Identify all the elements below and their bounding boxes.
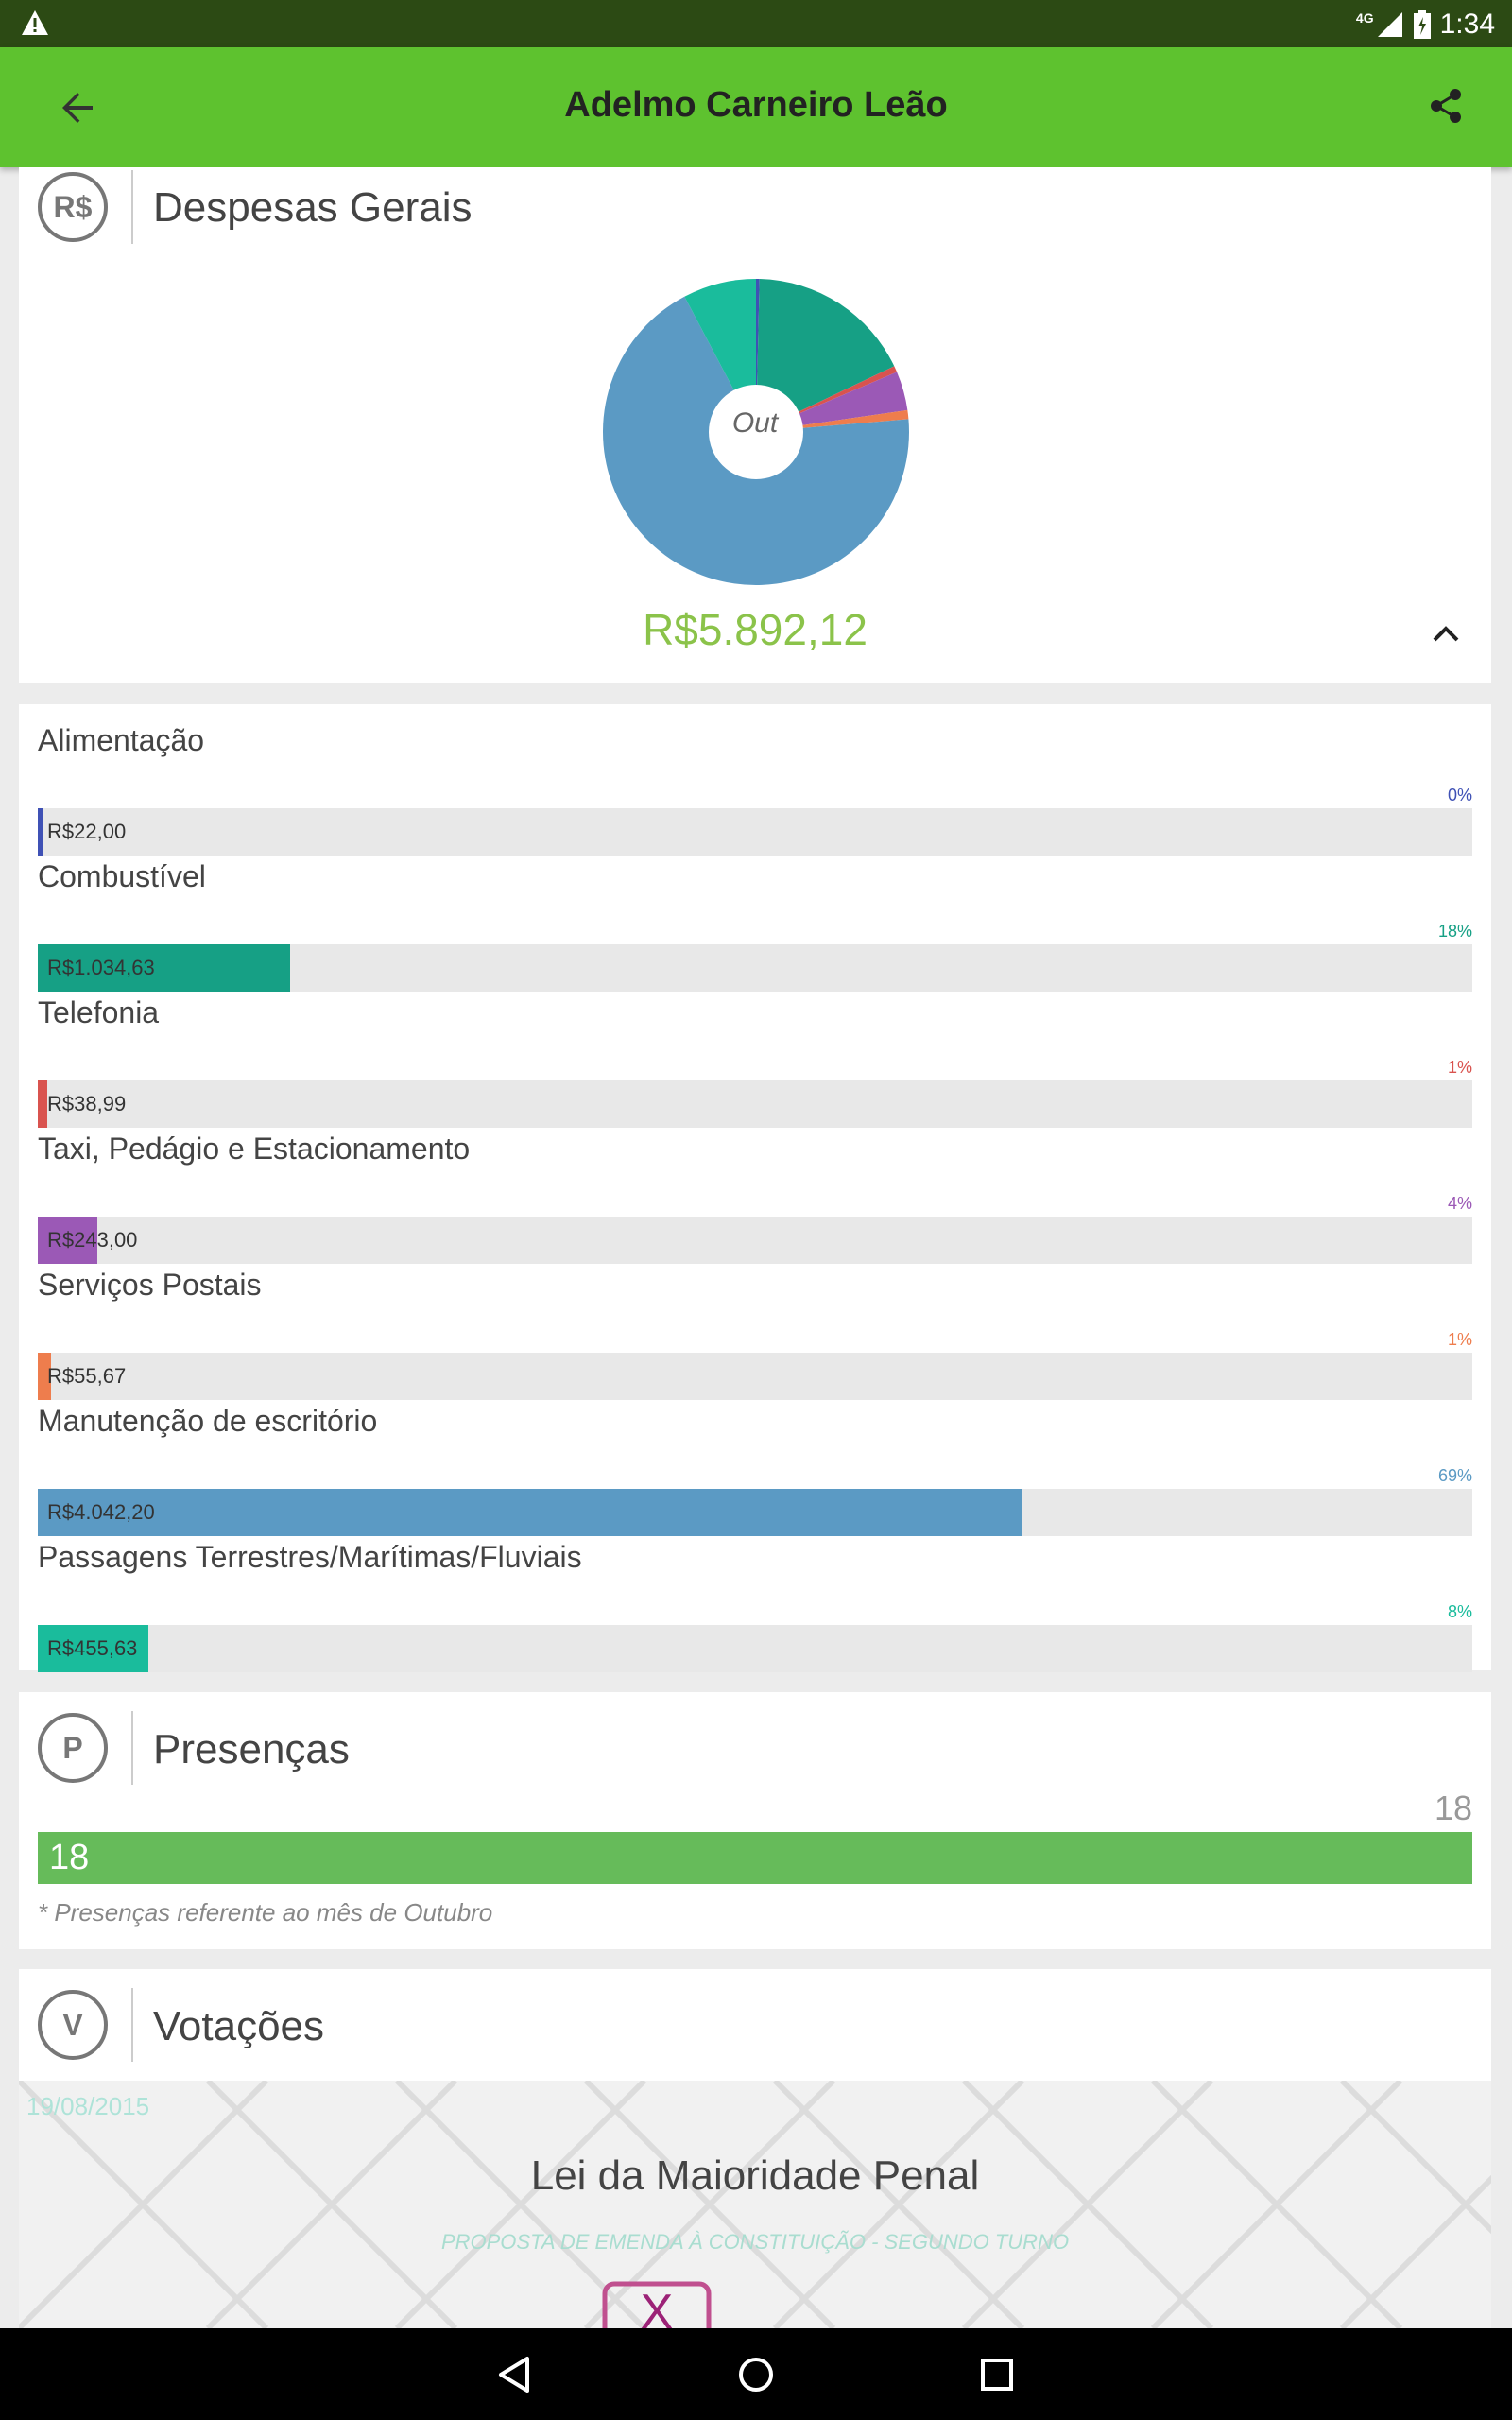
- despesas-title: Despesas Gerais: [153, 184, 472, 231]
- header-divider: [131, 1711, 133, 1785]
- category-value: R$38,99: [47, 1092, 127, 1115]
- system-nav-bar: [0, 2328, 1512, 2420]
- presencas-note: * Presenças referente ao mês de Outubro: [38, 1898, 493, 1927]
- vote-item-title: Lei da Maioridade Penal: [530, 2152, 980, 2199]
- app-bar: Adelmo Carneiro Leão: [0, 47, 1512, 167]
- category-label: Combustível: [38, 859, 206, 893]
- category-percent: 8%: [1447, 1602, 1472, 1621]
- recents-nav-icon[interactable]: [975, 2353, 1019, 2396]
- clock: 1:34: [1439, 9, 1495, 40]
- svg-text:X: X: [641, 2285, 674, 2328]
- fence-pattern-image: X: [19, 2081, 1491, 2328]
- category-value: R$1.034,63: [47, 956, 155, 979]
- category-percent: 1%: [1447, 1330, 1472, 1349]
- votacoes-card: V Votações X 19/08/2015 Lei da Maioridad…: [19, 1969, 1491, 2328]
- pie-hole: [709, 385, 803, 479]
- presencas-count: 18: [1434, 1789, 1472, 1827]
- category-bar: R$1.034,63: [38, 944, 1472, 992]
- page-title: Adelmo Carneiro Leão: [564, 85, 948, 125]
- header-divider: [131, 170, 133, 244]
- category-percent: 0%: [1447, 786, 1472, 804]
- votacoes-title: Votações: [153, 2003, 325, 2049]
- pie-slice: [756, 279, 895, 432]
- category-bar-fill: [38, 1625, 149, 1672]
- category-bar: R$243,00: [38, 1217, 1472, 1264]
- chevron-up-icon[interactable]: [1429, 619, 1463, 648]
- category-percent: 69%: [1437, 1466, 1472, 1485]
- category-bar-fill: [38, 1080, 48, 1128]
- despesas-card: R$ Despesas Gerais Out R$5.892,12: [19, 167, 1491, 683]
- category-bar: R$38,99: [38, 1080, 1472, 1128]
- back-arrow-icon[interactable]: [55, 85, 100, 130]
- vote-item-background[interactable]: X: [19, 2081, 1491, 2328]
- category-percent: 18%: [1437, 922, 1472, 941]
- category-bar: R$455,63: [38, 1625, 1472, 1672]
- category-bar-fill: [38, 1217, 97, 1264]
- category-value: R$455,63: [47, 1636, 138, 1660]
- header-divider: [131, 1988, 133, 2062]
- vote-icon: V: [38, 1990, 108, 2060]
- presencas-card: P Presenças 18 18 * Presenças referente …: [19, 1692, 1491, 1949]
- category-bar: R$22,00: [38, 808, 1472, 856]
- category-value: R$22,00: [47, 820, 127, 843]
- category-bar-fill: [38, 1489, 1022, 1536]
- category-label: Alimentação: [38, 723, 205, 757]
- category-label: Passagens Terrestres/Marítimas/Fluviais: [38, 1540, 582, 1574]
- category-percent: 1%: [1447, 1058, 1472, 1077]
- expense-pie-chart: Out: [600, 276, 912, 588]
- currency-icon: R$: [38, 172, 108, 242]
- category-label: Manutenção de escritório: [38, 1404, 378, 1438]
- category-label: Telefonia: [38, 995, 160, 1029]
- signal-icon: [1377, 12, 1402, 37]
- category-percent: 4%: [1447, 1194, 1472, 1213]
- category-bar-fill: [38, 808, 43, 856]
- presence-icon: P: [38, 1713, 108, 1783]
- presencas-bar: 18: [38, 1832, 1472, 1884]
- share-icon[interactable]: [1427, 87, 1465, 125]
- expense-breakdown-card: Alimentação 0% R$22,00 Combustível 18% R$1.03…: [19, 704, 1491, 1672]
- home-nav-icon[interactable]: [734, 2353, 778, 2396]
- category-value: R$55,67: [47, 1364, 127, 1388]
- battery-icon: [1413, 10, 1431, 39]
- presencas-bar-value: 18: [49, 1838, 90, 1877]
- pie-center-label: Out: [731, 407, 779, 439]
- category-bar: R$55,67: [38, 1353, 1472, 1400]
- category-value: R$4.042,20: [47, 1500, 155, 1524]
- network-type: 4G: [1355, 10, 1374, 26]
- vote-item-subtitle: PROPOSTA DE EMENDA À CONSTITUIÇÃO - SEGU…: [440, 2230, 1070, 2254]
- category-label: Serviços Postais: [38, 1268, 262, 1302]
- back-nav-icon[interactable]: [493, 2353, 537, 2396]
- vote-date: 19/08/2015: [26, 2092, 150, 2120]
- category-label: Taxi, Pedágio e Estacionamento: [38, 1132, 471, 1166]
- warning-icon: [22, 10, 48, 35]
- category-bar-fill: [38, 944, 290, 992]
- category-bar: R$4.042,20: [38, 1489, 1472, 1536]
- category-bar-fill: [38, 1353, 52, 1400]
- presencas-title: Presenças: [153, 1726, 350, 1772]
- total-expenses: R$5.892,12: [643, 605, 868, 654]
- category-value: R$243,00: [47, 1228, 138, 1252]
- status-bar: 4G 1:34: [0, 0, 1512, 47]
